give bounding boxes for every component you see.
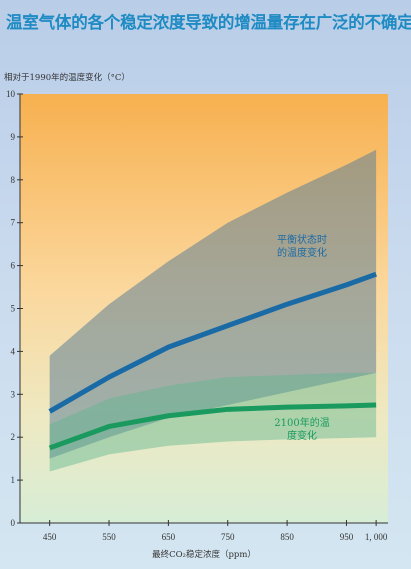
- y-tick-label: 9: [11, 132, 16, 142]
- x-tick-label: 650: [162, 532, 176, 542]
- y-tick-label: 5: [11, 304, 16, 314]
- x-tick-label: 550: [102, 532, 116, 542]
- x-axis-title: 最终CO₂稳定浓度（ppm）: [152, 549, 256, 560]
- y-tick-label: 8: [11, 175, 16, 185]
- series-line-1: [48, 271, 377, 414]
- annotation-label: 度变化: [287, 429, 317, 442]
- y-tick-label: 10: [6, 89, 16, 99]
- series-line-2: [48, 402, 377, 451]
- annotation-label: 平衡状态时: [277, 233, 327, 246]
- y-tick-label: 0: [11, 518, 16, 528]
- page-title: 温室气体的各个稳定浓度导致的增温量存在广泛的不确定性: [6, 13, 411, 32]
- x-tick-label: 750: [221, 532, 235, 542]
- annotation-label: 2100年的温: [274, 416, 329, 429]
- x-tick-label: 450: [43, 532, 57, 542]
- uncertainty-band-1: [49, 149, 377, 459]
- y-tick-label: 4: [11, 346, 16, 356]
- y-tick-label: 3: [11, 389, 16, 399]
- x-tick-label: 1, 000: [365, 532, 388, 542]
- x-tick-label: 850: [280, 532, 294, 542]
- annotation-label: 的温度变化: [277, 246, 327, 259]
- uncertainty-band-2: [49, 372, 377, 472]
- y-axis-title: 相对于1990年的温度变化（°C）: [4, 72, 130, 83]
- y-tick-label: 1: [11, 475, 16, 485]
- x-tick-label: 950: [340, 532, 354, 542]
- y-tick-label: 2: [11, 432, 16, 442]
- y-tick-label: 7: [11, 218, 16, 228]
- y-tick-label: 6: [11, 261, 16, 271]
